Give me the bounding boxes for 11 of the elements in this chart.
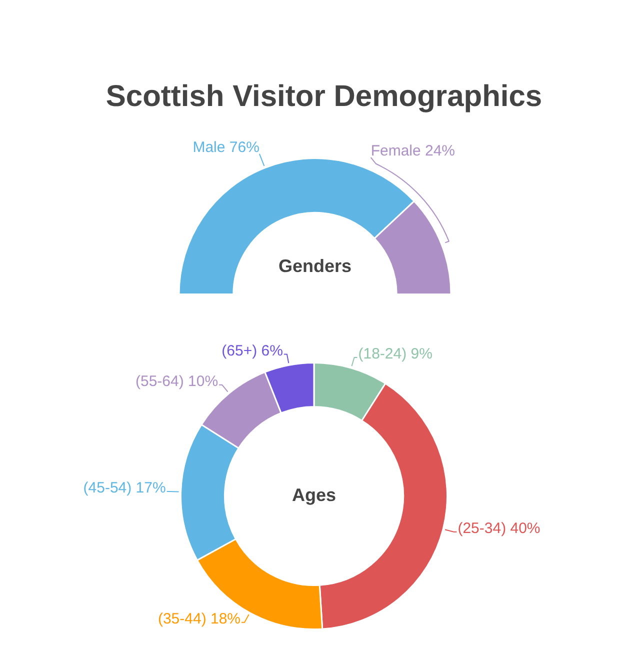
slice-label: (35-44) 18%	[158, 610, 241, 628]
slice-label: (45-54) 17%	[83, 480, 166, 497]
slice-label: (55-64) 10%	[136, 372, 218, 390]
slice-label: (18-24) 9%	[358, 346, 432, 363]
slice-label: Female 24%	[370, 142, 456, 160]
slice-label: (25-34) 40%	[458, 520, 540, 538]
text: Genders	[278, 256, 352, 276]
slice-label: Male 76%	[192, 138, 260, 156]
text: Ages	[292, 484, 336, 505]
slice-label: (65+) 6%	[222, 342, 283, 360]
chart-title: Scottish Visitor Demographics	[104, 79, 544, 115]
